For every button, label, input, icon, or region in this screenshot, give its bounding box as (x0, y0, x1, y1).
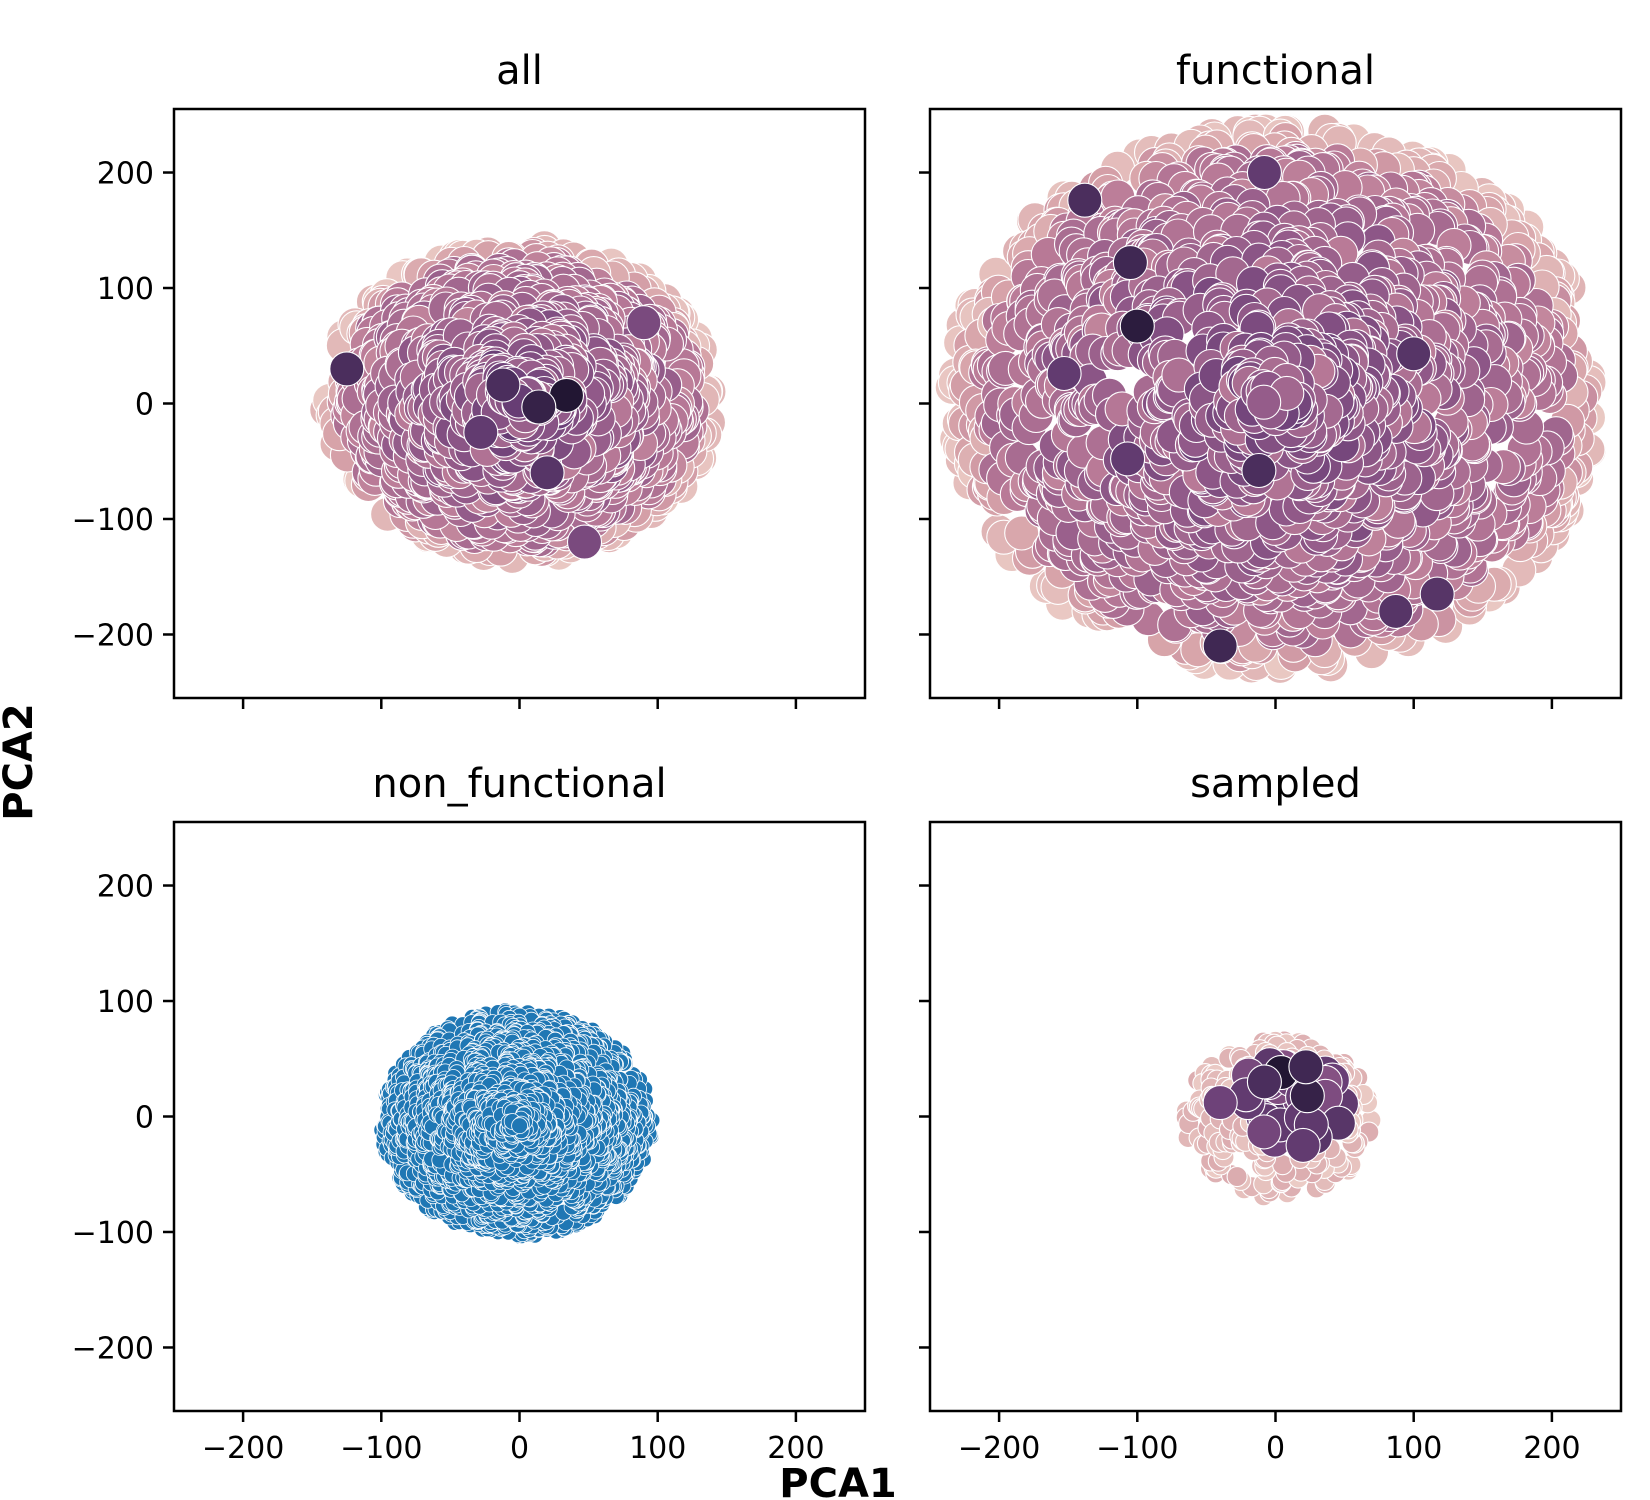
panel-sampled: sampled −200 −100 0 100 200 (919, 761, 1623, 1466)
scatter-point (1067, 182, 1103, 218)
x-tick-label: 200 (767, 1431, 824, 1466)
y-tick-label: −200 (72, 1331, 154, 1366)
scatter-point (1112, 245, 1148, 281)
y-tick-label: 200 (97, 870, 154, 905)
scatter-point (1419, 576, 1455, 612)
scatter-point (1396, 336, 1432, 372)
scatter-point (626, 305, 662, 341)
scatter-point (1241, 452, 1277, 489)
scatter-points (934, 113, 1607, 684)
x-tick-label: −200 (202, 1431, 284, 1466)
scatter-points (1175, 1030, 1382, 1207)
scatter-point (1046, 355, 1082, 392)
x-tick-label: −200 (958, 1431, 1040, 1466)
panel-all: all −200 −100 0 100 200 (72, 48, 867, 709)
y-tick-label: 0 (135, 1101, 154, 1136)
scatter-point (1110, 441, 1146, 477)
scatter-point (1202, 628, 1238, 664)
scatter-point (463, 414, 499, 450)
x-tick-label: 200 (1523, 1431, 1580, 1466)
scatter-points (309, 230, 727, 574)
x-tick-label: 100 (629, 1431, 686, 1466)
panel-functional: functional (919, 48, 1623, 709)
scatter-point (1246, 384, 1282, 420)
y-tick-label: −100 (72, 503, 154, 538)
x-tick-label: 100 (1385, 1431, 1442, 1466)
scatter-points (373, 1002, 661, 1245)
scatter-point (566, 524, 603, 560)
scatter-point (1202, 1085, 1238, 1121)
figure-ylabel: PCA2 (0, 703, 42, 820)
panel-non-functional: non_functional −200 −100 0 100 200 −200 −100 0 10… (72, 761, 867, 1466)
panel-title: all (496, 48, 543, 94)
x-tick-label: −100 (340, 1431, 422, 1466)
panel-title: functional (1176, 48, 1375, 94)
x-tick-label: 0 (510, 1431, 529, 1466)
y-tick-label: −200 (72, 618, 154, 653)
scatter-point (521, 389, 557, 425)
scatter-point (1288, 1049, 1324, 1085)
x-tick-label: −100 (1096, 1431, 1178, 1466)
scatter-point (1119, 308, 1155, 344)
scatter-point (1246, 1064, 1282, 1100)
scatter-point (1246, 154, 1282, 191)
scatter-point (511, 1117, 528, 1135)
y-tick-label: 0 (135, 388, 154, 423)
panel-title: non_functional (372, 761, 666, 807)
x-tick-label: 0 (1266, 1431, 1285, 1466)
scatter-point (329, 351, 365, 387)
y-tick-label: −100 (72, 1216, 154, 1251)
panel-title: sampled (1190, 761, 1361, 807)
figure-xlabel: PCA1 (779, 1461, 896, 1500)
y-tick-label: 200 (97, 157, 154, 192)
scatter-point (1378, 593, 1414, 629)
scatter-point (1226, 1166, 1248, 1188)
y-tick-label: 100 (97, 272, 154, 307)
scatter-point (1246, 1114, 1282, 1150)
scatter-point (529, 455, 565, 491)
scatter-point (1285, 1127, 1321, 1163)
scatter-point (485, 367, 521, 403)
y-tick-label: 100 (97, 985, 154, 1020)
